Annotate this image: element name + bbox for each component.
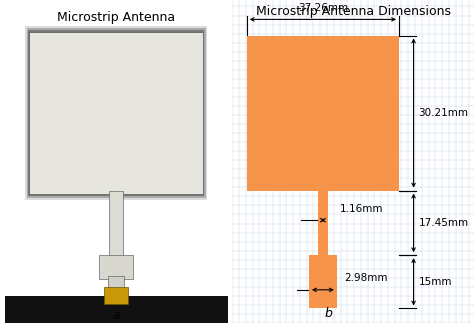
Text: 15mm: 15mm	[419, 277, 452, 287]
Bar	[309, 255, 337, 308]
Bar	[247, 36, 399, 191]
Bar	[109, 276, 124, 296]
Bar	[318, 189, 328, 258]
Text: b: b	[325, 307, 333, 320]
Text: a: a	[112, 309, 120, 322]
Text: 30.21mm: 30.21mm	[419, 108, 468, 118]
Text: 2.98mm: 2.98mm	[344, 273, 388, 283]
Bar	[109, 191, 123, 258]
Bar	[25, 26, 207, 200]
Text: Microstrip Antenna Dimensions: Microstrip Antenna Dimensions	[255, 5, 451, 18]
Bar	[27, 28, 206, 198]
Text: 1.16mm: 1.16mm	[340, 204, 383, 214]
Bar	[28, 30, 204, 196]
Text: 37.26mm: 37.26mm	[298, 3, 348, 13]
Bar	[104, 287, 128, 304]
Text: Microstrip Antenna: Microstrip Antenna	[57, 11, 175, 24]
Bar	[5, 296, 228, 323]
Bar	[100, 255, 133, 279]
Bar	[29, 32, 203, 194]
Text: 17.45mm: 17.45mm	[419, 218, 468, 228]
